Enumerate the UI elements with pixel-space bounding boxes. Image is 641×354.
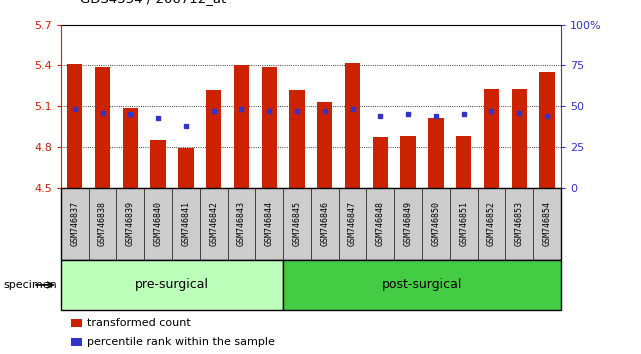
Bar	[228, 188, 255, 260]
Bar	[283, 260, 561, 310]
Text: GSM746848: GSM746848	[376, 201, 385, 246]
Bar	[117, 188, 144, 260]
Bar	[206, 90, 221, 188]
Bar	[478, 188, 505, 260]
Text: GSM746840: GSM746840	[154, 201, 163, 246]
Bar	[178, 148, 194, 188]
Text: GSM746851: GSM746851	[459, 201, 468, 246]
Text: GSM746847: GSM746847	[348, 201, 357, 246]
Bar	[345, 63, 360, 188]
Bar	[422, 188, 450, 260]
Bar	[450, 188, 478, 260]
Bar	[172, 188, 200, 260]
Bar	[401, 136, 416, 188]
Bar	[311, 188, 338, 260]
Text: GSM746841: GSM746841	[181, 201, 190, 246]
Bar	[71, 319, 82, 326]
Bar	[533, 188, 561, 260]
Text: specimen: specimen	[3, 280, 57, 290]
Bar	[283, 188, 311, 260]
Bar	[394, 188, 422, 260]
Bar	[255, 188, 283, 260]
Bar	[539, 72, 554, 188]
Bar	[317, 102, 333, 188]
Text: GSM746853: GSM746853	[515, 201, 524, 246]
Text: GSM746846: GSM746846	[320, 201, 329, 246]
Bar	[151, 140, 166, 188]
Bar	[234, 65, 249, 188]
Text: GSM746850: GSM746850	[431, 201, 440, 246]
Text: transformed count: transformed count	[87, 318, 190, 327]
Text: GSM746845: GSM746845	[292, 201, 301, 246]
Bar	[372, 137, 388, 188]
Bar	[262, 67, 277, 188]
Bar	[122, 108, 138, 188]
Bar	[61, 260, 283, 310]
Bar	[512, 88, 527, 188]
Text: GDS4354 / 206712_at: GDS4354 / 206712_at	[80, 0, 226, 5]
Text: GSM746842: GSM746842	[209, 201, 218, 246]
Text: GSM746837: GSM746837	[71, 201, 79, 246]
Text: GSM746843: GSM746843	[237, 201, 246, 246]
Bar	[71, 338, 82, 346]
Bar	[144, 188, 172, 260]
Bar	[67, 64, 83, 188]
Text: post-surgical: post-surgical	[382, 279, 462, 291]
Bar	[95, 67, 110, 188]
Text: GSM746854: GSM746854	[542, 201, 551, 246]
Text: percentile rank within the sample: percentile rank within the sample	[87, 337, 275, 347]
Bar	[338, 188, 367, 260]
Bar	[289, 90, 304, 188]
Bar	[88, 188, 117, 260]
Text: GSM746839: GSM746839	[126, 201, 135, 246]
Text: GSM746849: GSM746849	[404, 201, 413, 246]
Text: pre-surgical: pre-surgical	[135, 279, 209, 291]
Bar	[428, 118, 444, 188]
Bar	[484, 88, 499, 188]
Text: GSM746852: GSM746852	[487, 201, 496, 246]
Bar	[456, 136, 471, 188]
Text: GSM746844: GSM746844	[265, 201, 274, 246]
Bar	[367, 188, 394, 260]
Text: GSM746838: GSM746838	[98, 201, 107, 246]
Bar	[61, 188, 88, 260]
Bar	[200, 188, 228, 260]
Bar	[505, 188, 533, 260]
